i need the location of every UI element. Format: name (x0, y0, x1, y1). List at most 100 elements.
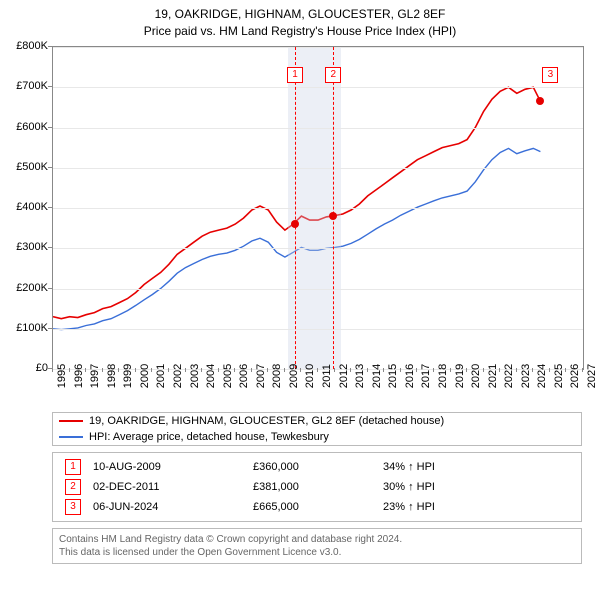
ytick (48, 167, 52, 168)
transaction-marker: 2 (65, 479, 81, 495)
title-line-2: Price paid vs. HM Land Registry's House … (0, 23, 600, 40)
gridline-h (53, 128, 583, 129)
ytick (48, 127, 52, 128)
xtick-label: 1995 (56, 364, 68, 388)
xtick (499, 368, 500, 372)
xtick-label: 2011 (321, 364, 333, 388)
xtick (450, 368, 451, 372)
legend-swatch (59, 436, 83, 438)
xtick (466, 368, 467, 372)
xtick (416, 368, 417, 372)
gridline-h (53, 208, 583, 209)
xtick-label: 2026 (569, 364, 581, 388)
gridline-h (53, 168, 583, 169)
xtick-label: 2006 (238, 364, 250, 388)
plot-area: 123 (52, 46, 584, 370)
transaction-delta: 30% ↑ HPI (383, 481, 435, 493)
legend-row: HPI: Average price, detached house, Tewk… (53, 429, 581, 445)
ytick (48, 288, 52, 289)
xtick (549, 368, 550, 372)
xtick-label: 2024 (536, 364, 548, 388)
legend-label: 19, OAKRIDGE, HIGHNAM, GLOUCESTER, GL2 8… (89, 415, 444, 427)
marker-box-2: 2 (325, 67, 341, 83)
ytick-label: £500K (0, 161, 48, 173)
ytick-label: £600K (0, 121, 48, 133)
marker-dot-1 (291, 220, 299, 228)
legend-swatch (59, 420, 83, 422)
xtick-label: 2014 (371, 364, 383, 388)
xtick-label: 2019 (454, 364, 466, 388)
xtick (251, 368, 252, 372)
xtick-label: 2003 (189, 364, 201, 388)
transaction-price: £665,000 (253, 501, 383, 513)
xtick (350, 368, 351, 372)
xtick-label: 2017 (420, 364, 432, 388)
xtick-label: 2022 (503, 364, 515, 388)
footer-box: Contains HM Land Registry data © Crown c… (52, 528, 582, 564)
title-line-1: 19, OAKRIDGE, HIGHNAM, GLOUCESTER, GL2 8… (0, 6, 600, 23)
xtick (300, 368, 301, 372)
xtick-label: 2000 (139, 364, 151, 388)
xtick-label: 2027 (586, 364, 598, 388)
legend-box: 19, OAKRIDGE, HIGHNAM, GLOUCESTER, GL2 8… (52, 412, 582, 446)
marker-box-1: 1 (287, 67, 303, 83)
xtick-label: 2007 (255, 364, 267, 388)
xtick (85, 368, 86, 372)
xtick (317, 368, 318, 372)
xtick (168, 368, 169, 372)
legend-label: HPI: Average price, detached house, Tewk… (89, 431, 329, 443)
xtick (565, 368, 566, 372)
xtick (135, 368, 136, 372)
transaction-date: 02-DEC-2011 (93, 481, 253, 493)
xtick (52, 368, 53, 372)
xtick (185, 368, 186, 372)
footer-line-1: Contains HM Land Registry data © Crown c… (59, 533, 575, 546)
transaction-date: 06-JUN-2024 (93, 501, 253, 513)
xtick-label: 2013 (354, 364, 366, 388)
legend-row: 19, OAKRIDGE, HIGHNAM, GLOUCESTER, GL2 8… (53, 413, 581, 429)
ytick (48, 247, 52, 248)
xtick (69, 368, 70, 372)
xtick-label: 2008 (271, 364, 283, 388)
transaction-date: 10-AUG-2009 (93, 461, 253, 473)
xtick (118, 368, 119, 372)
xtick-label: 1996 (73, 364, 85, 388)
marker-vline (295, 47, 296, 369)
gridline-h (53, 329, 583, 330)
xtick (218, 368, 219, 372)
xtick (516, 368, 517, 372)
ytick (48, 328, 52, 329)
xtick-label: 2023 (520, 364, 532, 388)
xtick (102, 368, 103, 372)
xtick (201, 368, 202, 372)
ytick (48, 207, 52, 208)
xtick-label: 2010 (304, 364, 316, 388)
ytick-label: £300K (0, 241, 48, 253)
xtick-label: 2025 (553, 364, 565, 388)
transaction-delta: 23% ↑ HPI (383, 501, 435, 513)
xtick (234, 368, 235, 372)
xtick (400, 368, 401, 372)
gridline-h (53, 87, 583, 88)
xtick-label: 1998 (106, 364, 118, 388)
xtick (532, 368, 533, 372)
transaction-row: 110-AUG-2009£360,00034% ↑ HPI (53, 457, 581, 477)
xtick-label: 2020 (470, 364, 482, 388)
transaction-row: 2 02-DEC-2011£381,00030% ↑ HPI (53, 477, 581, 497)
transaction-delta: 34% ↑ HPI (383, 461, 435, 473)
xtick (367, 368, 368, 372)
xtick-label: 2002 (172, 364, 184, 388)
ytick-label: £400K (0, 201, 48, 213)
transaction-price: £381,000 (253, 481, 383, 493)
gridline-h (53, 289, 583, 290)
xtick-label: 1997 (89, 364, 101, 388)
marker-dot-2 (329, 212, 337, 220)
marker-dot-3 (536, 97, 544, 105)
transaction-marker: 3 (65, 499, 81, 515)
ytick-label: £700K (0, 80, 48, 92)
xtick-label: 2004 (205, 364, 217, 388)
xtick (284, 368, 285, 372)
ytick-label: £800K (0, 40, 48, 52)
xtick (334, 368, 335, 372)
gridline-h (53, 248, 583, 249)
